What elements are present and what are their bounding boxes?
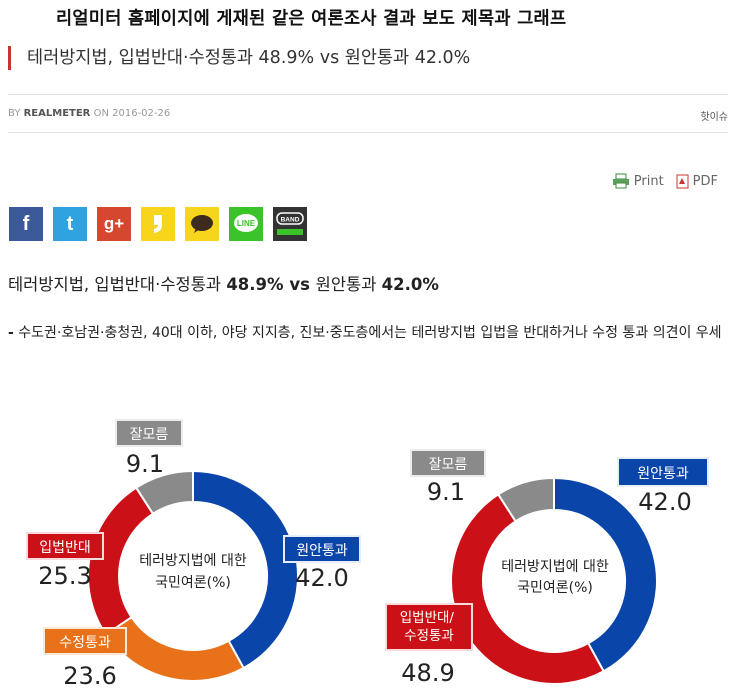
slice-value: 42.0 xyxy=(295,564,348,592)
divider xyxy=(8,94,728,95)
donut-hole xyxy=(120,503,266,649)
callout-잘모름: 잘모름 9.1 xyxy=(410,449,486,506)
page-headline: 테러방지법, 입법반대·수정통과 48.9% vs 원안통과 42.0% xyxy=(8,46,470,70)
printer-icon xyxy=(612,173,629,189)
slice-label: 수정통과 xyxy=(59,635,111,651)
slice-value: 48.9 xyxy=(401,659,454,687)
pdf-button[interactable]: PDF xyxy=(676,174,718,189)
line-icon: LINE xyxy=(234,214,258,232)
pdf-icon xyxy=(676,174,689,188)
byline-date: 2016-02-26 xyxy=(112,108,171,119)
article-tools: Print PDF xyxy=(612,173,718,189)
slice-value: 25.3 xyxy=(38,562,91,590)
line-share-button[interactable]: LINE xyxy=(229,207,263,241)
googleplus-share-button[interactable]: g+ xyxy=(97,207,131,241)
googleplus-icon: g+ xyxy=(103,214,125,233)
slice-label: 원안통과 xyxy=(637,466,689,482)
slice-value: 9.1 xyxy=(126,450,164,478)
band-icon: BAND xyxy=(276,212,304,235)
slice-label: 입법반대/ 수정통과 xyxy=(400,610,459,644)
kakaotalk-icon xyxy=(191,215,213,233)
print-button[interactable]: Print xyxy=(612,173,664,189)
image-caption: 리얼미터 홈페이지에 게재된 같은 여론조사 결과 보도 제목과 그래프 xyxy=(56,9,567,29)
slice-value: 23.6 xyxy=(63,662,116,690)
article-summary: - 수도권·호남권·충청권, 40대 이하, 야당 지지층, 진보·중도층에서는… xyxy=(8,325,722,341)
slice-label: 잘모름 xyxy=(130,427,169,443)
callout-원안통과: 원안통과 42.0 xyxy=(283,535,361,592)
twitter-share-button[interactable]: t xyxy=(53,207,87,241)
facebook-icon: f xyxy=(22,212,30,235)
donut-charts: 테러방지법에 대한 국민여론(%) 원안통과 42.0 수정통과 23.6 입법… xyxy=(26,419,709,690)
callout-입법반대: 입법반대 25.3 xyxy=(26,532,104,590)
facebook-share-button[interactable]: f xyxy=(9,207,43,241)
donut-slice xyxy=(450,492,605,685)
donut-hole xyxy=(484,511,624,651)
svg-text:BAND: BAND xyxy=(281,217,300,224)
callout-입법반대-수정통과: 입법반대/ 수정통과 48.9 xyxy=(385,603,473,687)
donut-slice xyxy=(192,469,299,670)
kakaotalk-share-button[interactable] xyxy=(185,207,219,241)
byline: BY REALMETER ON 2016-02-26 xyxy=(8,108,171,119)
donut-slice xyxy=(134,469,194,516)
center-label-line2: 국민여론(%) xyxy=(517,580,593,596)
share-buttons: f t g+ LINE BAND xyxy=(9,207,307,241)
byline-author[interactable]: REALMETER xyxy=(23,108,91,119)
center-label-line1: 테러방지법에 대한 xyxy=(501,559,609,575)
slice-value: 42.0 xyxy=(638,488,691,516)
donut-slice xyxy=(496,476,555,523)
callout-수정통과: 수정통과 23.6 xyxy=(43,627,127,690)
callout-원안통과: 원안통과 42.0 xyxy=(617,457,709,516)
svg-text:LINE: LINE xyxy=(237,219,256,228)
slice-label-text: 수정통과 xyxy=(404,628,454,644)
donut-chart-right: 테러방지법에 대한 국민여론(%) 원안통과 42.0 입법반대/ 수정통과 4… xyxy=(385,449,709,687)
kakaostory-share-button[interactable] xyxy=(141,207,175,241)
callout-잘모름: 잘모름 9.1 xyxy=(115,419,183,478)
center-label-line2: 국민여론(%) xyxy=(155,575,231,591)
center-label-line1: 테러방지법에 대한 xyxy=(139,553,247,569)
twitter-icon: t xyxy=(66,212,74,235)
kakaostory-icon xyxy=(154,215,162,233)
divider xyxy=(8,132,728,133)
donut-chart-left: 테러방지법에 대한 국민여론(%) 원안통과 42.0 수정통과 23.6 입법… xyxy=(26,419,361,690)
slice-label: 잘모름 xyxy=(429,457,468,473)
band-share-button[interactable]: BAND xyxy=(273,207,307,241)
slice-label: 원안통과 xyxy=(296,543,348,559)
slice-label-text: 입법반대/ xyxy=(400,610,455,626)
slice-value: 9.1 xyxy=(427,478,465,506)
slice-label: 입법반대 xyxy=(39,540,91,556)
article-title: 테러방지법, 입법반대·수정통과 48.9% vs 원안통과 42.0% xyxy=(8,275,439,294)
category-link[interactable]: 핫이슈 xyxy=(700,112,728,123)
donut-slice xyxy=(553,476,658,673)
